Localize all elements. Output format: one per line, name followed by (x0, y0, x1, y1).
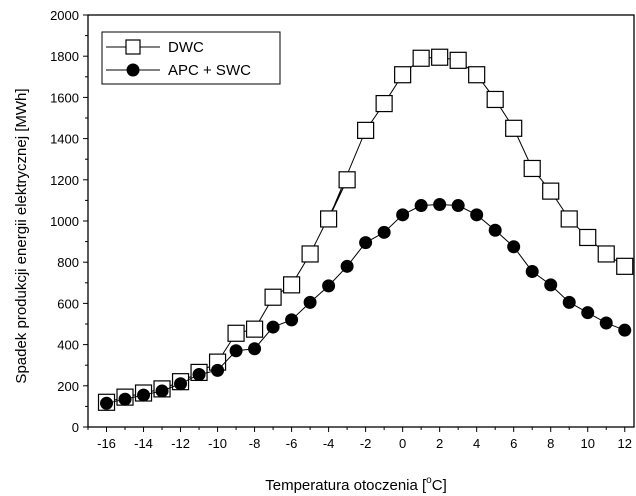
x-tick-label: 10 (580, 436, 594, 451)
x-axis-title-tail: C] (432, 477, 447, 494)
data-point-square (338, 171, 356, 189)
data-point-circle (359, 236, 373, 250)
data-point-square (523, 159, 541, 178)
data-point-square (320, 210, 338, 228)
x-tick-label: -14 (134, 436, 153, 451)
data-point-square (394, 66, 412, 84)
y-tick-label: 1400 (50, 132, 79, 147)
data-point-square (301, 245, 319, 263)
data-point-square (616, 257, 634, 275)
legend: DWC APC + SWC (101, 31, 281, 85)
y-axis: 0 200 400 600 800 1000 1200 1400 1600 1800 2000 (50, 8, 88, 435)
data-point-circle (118, 392, 132, 406)
data-point-circle (229, 344, 243, 358)
data-point-circle (396, 208, 410, 222)
data-point-square (227, 324, 245, 342)
data-point-circle (211, 363, 225, 377)
x-tick-label: 12 (618, 436, 632, 451)
y-tick-label: 600 (57, 296, 79, 311)
series-dwc (97, 48, 634, 411)
data-point-circle (248, 342, 262, 356)
y-tick-label: 1200 (50, 173, 79, 188)
x-tick-label: 8 (547, 436, 554, 451)
data-point-circle (285, 313, 299, 327)
data-point-square (597, 245, 615, 263)
data-point-circle (322, 279, 336, 293)
x-tick-label: 4 (473, 436, 480, 451)
data-point-circle (137, 388, 151, 402)
y-tick-label: 400 (57, 338, 79, 353)
data-point-square (579, 228, 597, 247)
y-axis-title: Spadek produkcji energii elektrycznej [M… (13, 88, 30, 383)
data-point-square (264, 288, 282, 306)
data-point-circle (544, 278, 558, 292)
data-point-square (357, 121, 375, 139)
x-tick-label: -4 (323, 436, 335, 451)
data-point-circle (303, 295, 317, 309)
data-point-square (468, 66, 486, 84)
x-axis-title-main: Temperatura otoczenia [ (265, 477, 427, 494)
data-point-square (245, 320, 264, 338)
series-apc-swc (100, 198, 632, 410)
data-point-circle (340, 259, 354, 273)
x-tick-label: -6 (286, 436, 298, 451)
data-point-circle (581, 306, 595, 320)
series-line (106, 56, 626, 403)
series-layer (97, 48, 634, 411)
data-point-circle (488, 223, 502, 237)
x-tick-label: -2 (360, 436, 372, 451)
y-tick-label: 1600 (50, 90, 79, 105)
y-tick-label: 0 (72, 420, 79, 435)
legend-label-dwc: DWC (168, 39, 204, 56)
data-point-circle (192, 367, 206, 381)
x-tick-label: 0 (399, 436, 406, 451)
data-point-circle (377, 225, 391, 239)
y-tick-label: 1000 (50, 214, 79, 229)
data-point-circle (155, 384, 169, 398)
x-tick-label: 6 (510, 436, 517, 451)
data-point-square (412, 49, 430, 67)
data-point-circle (562, 295, 576, 309)
x-tick-label: -8 (249, 436, 261, 451)
data-point-circle (414, 199, 428, 213)
data-point-circle (174, 377, 188, 391)
data-point-square (431, 48, 449, 66)
data-point-circle (451, 199, 465, 213)
legend-marker-dwc (125, 39, 141, 55)
data-point-square (486, 90, 504, 109)
data-point-square (449, 51, 467, 69)
x-axis-title-sup: o (426, 475, 432, 486)
data-point-circle (433, 198, 447, 212)
x-tick-label: 2 (436, 436, 443, 451)
x-axis-title: Temperatura otoczenia [oC] (265, 475, 446, 494)
data-point-circle (618, 323, 632, 337)
data-point-circle (266, 320, 280, 334)
y-tick-label: 1800 (50, 49, 79, 64)
y-tick-label: 2000 (50, 8, 79, 23)
data-point-circle (525, 264, 539, 278)
y-tick-label: 200 (57, 379, 79, 394)
data-point-circle (599, 316, 613, 330)
data-point-circle (470, 208, 484, 222)
data-point-square (282, 276, 301, 294)
data-point-circle (100, 396, 114, 410)
x-tick-label: -16 (97, 436, 116, 451)
legend-label-apc-swc: APC + SWC (168, 62, 251, 79)
x-tick-label: -10 (208, 436, 227, 451)
data-point-square (375, 94, 393, 113)
x-axis: -16 -14 -12 -10 -8 -6 -4 -2 0 2 4 6 8 10 12 (87, 427, 632, 451)
data-point-square (542, 182, 560, 200)
data-point-square (505, 119, 523, 137)
data-point-circle (507, 240, 521, 254)
legend-marker-apc-swc (126, 63, 140, 77)
x-tick-label: -12 (171, 436, 190, 451)
y-tick-label: 800 (57, 255, 79, 270)
data-point-square (560, 210, 578, 228)
